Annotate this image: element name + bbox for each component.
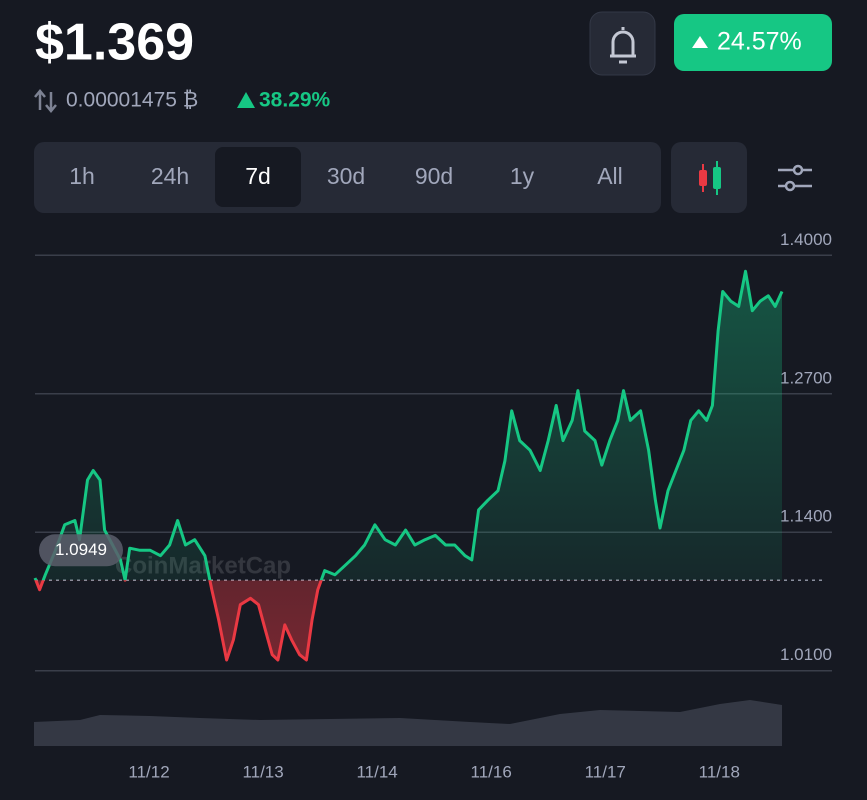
- badge-arrow: [692, 36, 708, 48]
- settings-icon[interactable]: [778, 164, 812, 192]
- x-tick-label: 11/12: [128, 762, 169, 781]
- x-tick-label: 11/17: [585, 762, 626, 781]
- tab[interactable]: 7d: [245, 163, 271, 189]
- x-tick-label: 11/13: [242, 762, 283, 781]
- tab[interactable]: 1h: [69, 163, 95, 189]
- candle-button[interactable]: [671, 142, 747, 213]
- tab[interactable]: All: [597, 163, 623, 189]
- volume-backdrop: [34, 700, 782, 746]
- bell-icon: [610, 27, 636, 64]
- baseline-label: 1.0949: [55, 540, 107, 559]
- price: $1.369: [35, 14, 194, 72]
- tab[interactable]: 30d: [327, 163, 365, 189]
- btc-change: 38.29%: [259, 89, 331, 112]
- x-tick-label: 11/14: [356, 762, 397, 781]
- y-tick-label: 1.1400: [780, 507, 832, 526]
- tab[interactable]: 90d: [415, 163, 453, 189]
- price-chart: 1.0100 1.1400 1.2700 1.4000 11/12 11/13 11/14 1…: [33, 230, 832, 781]
- tab[interactable]: 1y: [510, 163, 535, 189]
- y-tick-label: 1.2700: [780, 368, 832, 387]
- price-line-up: [33, 269, 784, 581]
- swap-icon: [34, 89, 57, 113]
- area-up: [35, 271, 782, 581]
- change-badge: [674, 14, 832, 71]
- btc-price: 0.00001475 ₿: [66, 89, 198, 112]
- y-tick-label: 1.4000: [780, 230, 832, 249]
- badge-text: 24.57%: [717, 28, 802, 56]
- tab[interactable]: 24h: [151, 163, 189, 189]
- x-tick-label: 11/16: [471, 762, 512, 781]
- tab-selected: [215, 147, 301, 207]
- range-tabs: [34, 142, 661, 213]
- alert-button[interactable]: [589, 11, 656, 76]
- baseline-pill: [39, 534, 123, 567]
- candle-icon: [699, 161, 721, 195]
- tab-group: 1h 24h 7d 30d 90d 1y All: [69, 147, 623, 207]
- x-tick-label: 11/18: [699, 762, 740, 781]
- up-arrow: [237, 92, 255, 108]
- y-tick-label: 1.0100: [780, 645, 832, 664]
